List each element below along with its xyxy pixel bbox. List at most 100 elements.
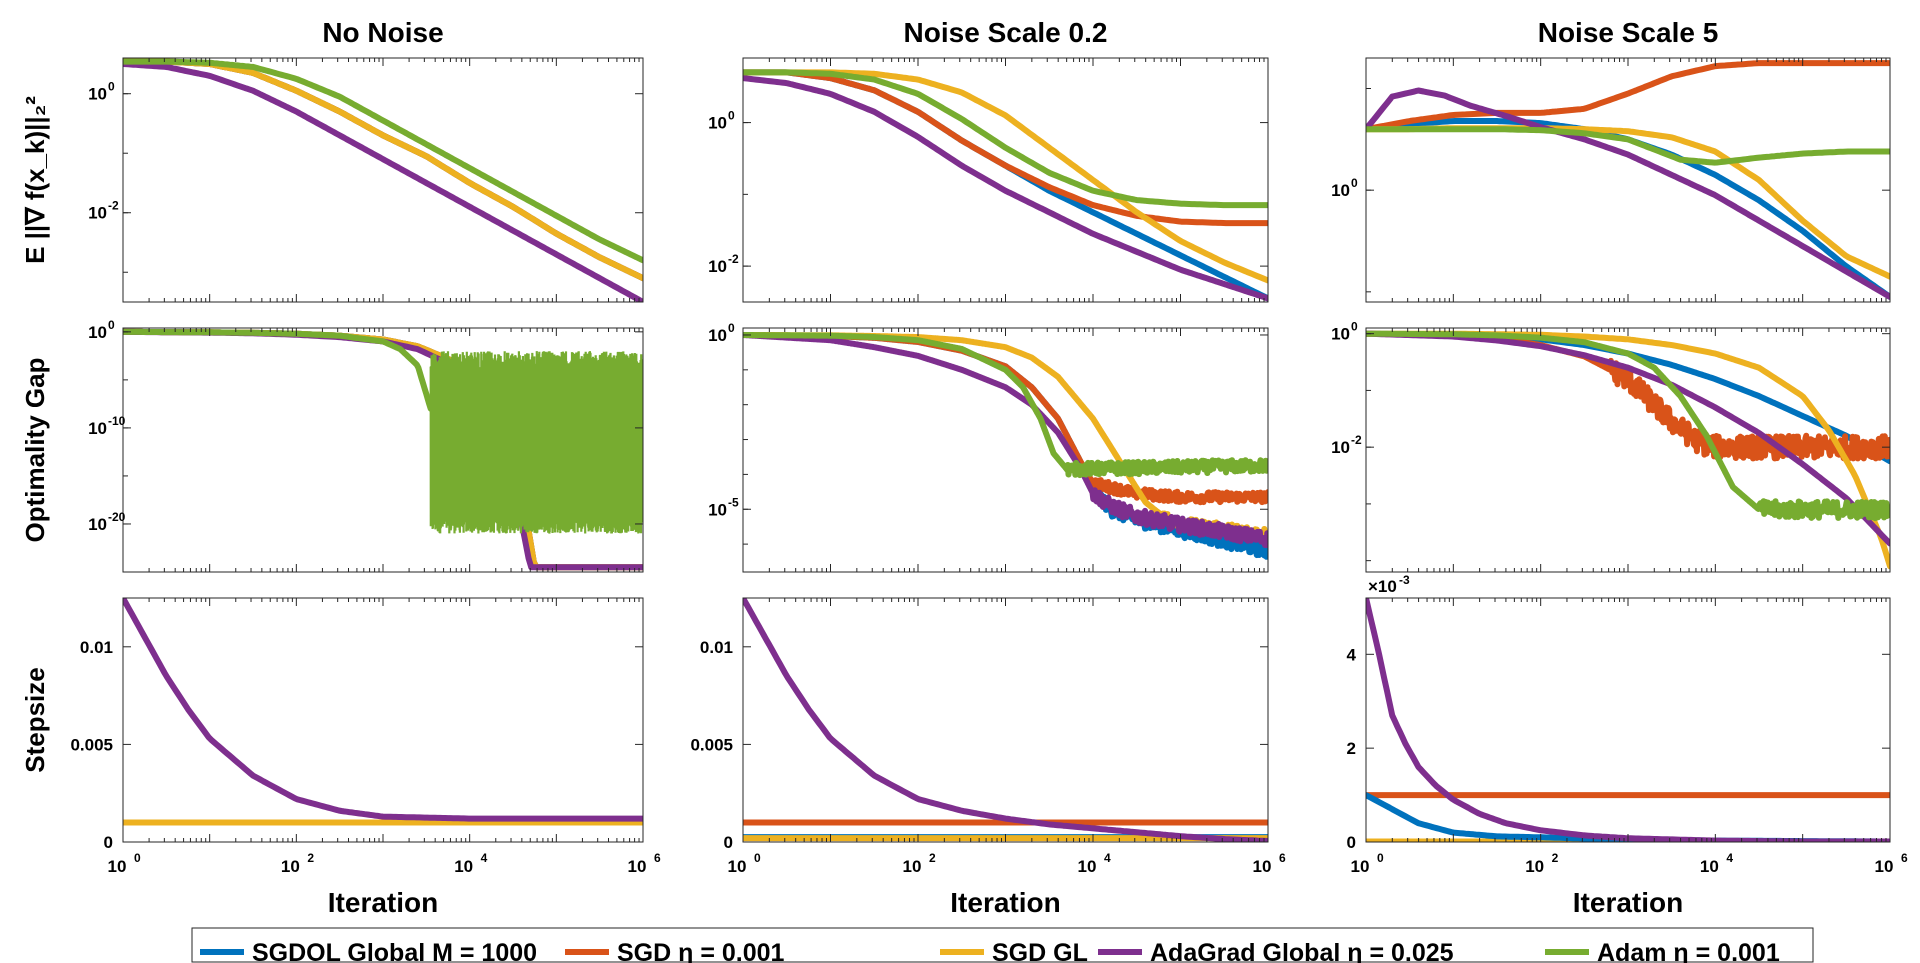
y-tick-exponent: -20: [108, 510, 126, 524]
series-line-sgdol: [123, 58, 643, 282]
series-line-adagrad: [743, 75, 1268, 302]
y-tick-label: 0.01: [700, 638, 733, 657]
series-line-sgdol: [1366, 118, 1890, 300]
y-tick-exponent: -10: [108, 414, 126, 428]
series-noise-adam: [429, 351, 643, 534]
series-line-adagrad: [743, 332, 1268, 548]
y-tick-label: 10: [88, 85, 107, 104]
series-group: [123, 58, 643, 302]
series-line-adam: [123, 328, 434, 412]
y-tick-label: 0.005: [690, 735, 733, 754]
row-label: Stepsize: [20, 667, 50, 773]
y-tick-label: 0.005: [70, 735, 113, 754]
series-group: [743, 598, 1268, 842]
y-tick-label: 10: [88, 323, 107, 342]
y-tick-label: 0: [104, 833, 113, 852]
series-line-adagrad: [123, 61, 643, 302]
y-tick-label: 10: [708, 500, 727, 519]
y-tick-exponent: 0: [1351, 320, 1358, 334]
series-line-adam: [743, 332, 1268, 479]
y-tick-label: 10: [1331, 325, 1350, 344]
series-line-sgd: [743, 332, 1268, 506]
series-group: [1366, 60, 1890, 300]
panel-r2-c1: 10 0 10 2 10 4 10 6 0 0.005 0.01: [690, 597, 1286, 876]
x-tick-exponent: 6: [1901, 851, 1908, 865]
y-tick-label: 10: [708, 257, 727, 276]
x-tick-label: 10: [728, 857, 747, 876]
y-tick-label: 10: [88, 419, 107, 438]
axes-frame: [122, 597, 644, 843]
column-title: Noise Scale 0.2: [904, 17, 1108, 48]
y-tick-label: 10: [88, 515, 107, 534]
series-group: [1366, 598, 1890, 842]
y-tick-label: 4: [1347, 645, 1357, 664]
legend-label-sgdgl: SGD GL: [992, 939, 1088, 963]
series-group: [743, 332, 1268, 560]
y-tick-exponent: 0: [728, 321, 735, 335]
x-tick-exponent: 0: [754, 851, 761, 865]
column-title: No Noise: [322, 17, 443, 48]
x-axis-label: Iteration: [1573, 887, 1683, 918]
series-line-sgdgl: [743, 69, 1268, 284]
row-labels: E ||∇ f(x_k)||₂² Optimality Gap Stepsize: [20, 96, 50, 773]
x-tick-label: 10: [1875, 857, 1894, 876]
y-axis-multiplier: ×10: [1368, 577, 1397, 596]
series-line-adagrad: [743, 598, 1268, 842]
legend-label-sgd: SGD η = 0.001: [617, 939, 785, 963]
x-tick-exponent: 4: [1104, 851, 1111, 865]
panel-r0-c2: 10 0: [1331, 57, 1891, 303]
x-tick-label: 10: [1078, 857, 1097, 876]
x-axis-label: Iteration: [950, 887, 1060, 918]
x-tick-exponent: 6: [1279, 851, 1286, 865]
series-group: [1366, 330, 1890, 570]
x-tick-label: 10: [1700, 857, 1719, 876]
y-tick-label: 10: [1331, 438, 1350, 457]
panel-r1-c1: 10 010 -5: [708, 321, 1269, 573]
x-tick-label: 10: [903, 857, 922, 876]
x-tick-exponent: 0: [1377, 851, 1384, 865]
x-tick-label: 10: [281, 857, 300, 876]
legend-box: [191, 927, 1814, 963]
x-tick-exponent: 2: [929, 851, 936, 865]
row-label: Optimality Gap: [20, 358, 50, 543]
x-tick-exponent: 6: [654, 851, 661, 865]
x-tick-label: 10: [628, 857, 647, 876]
series-line-sgd: [123, 58, 643, 282]
series-group: [743, 69, 1268, 302]
series-line-sgdgl: [123, 58, 643, 282]
x-tick-exponent: 4: [1726, 851, 1733, 865]
series-line-adam: [743, 69, 1268, 209]
column-titles: No Noise Noise Scale 0.2 Noise Scale 5: [322, 17, 1718, 48]
y-tick-label: 2: [1347, 739, 1356, 758]
x-tick-exponent: 4: [481, 851, 488, 865]
x-tick-exponent: 0: [134, 851, 141, 865]
legend-label-sgdol: SGDOL Global M = 1000: [252, 939, 537, 963]
series-line-adam: [1366, 330, 1890, 522]
y-tick-exponent: -2: [728, 252, 739, 266]
y-tick-exponent: -5: [728, 495, 739, 509]
column-title: Noise Scale 5: [1538, 17, 1719, 48]
y-tick-exponent: -2: [1351, 433, 1362, 447]
x-tick-exponent: 2: [1552, 851, 1559, 865]
series-line-adagrad: [1366, 87, 1890, 300]
y-tick-exponent: 0: [728, 109, 735, 123]
x-axis-labels: Iteration Iteration Iteration: [328, 887, 1683, 918]
legend-label-adagrad: AdaGrad Global η = 0.025: [1150, 939, 1454, 963]
y-tick-exponent: 0: [108, 80, 115, 94]
x-tick-label: 10: [1525, 857, 1544, 876]
y-tick-label: 10: [1331, 181, 1350, 200]
x-tick-exponent: 2: [307, 851, 314, 865]
series-line-sgdol: [743, 69, 1268, 302]
axes-frame: [122, 57, 644, 303]
axes-frame: [1365, 597, 1891, 843]
y-tick-exponent: 0: [1351, 176, 1358, 190]
y-tick-label: 0: [724, 833, 733, 852]
series-group: [123, 598, 643, 826]
legend: SGDOL Global M = 1000 SGD η = 0.001 SGD GL…: [191, 927, 1814, 963]
y-tick-label: 10: [708, 114, 727, 133]
y-axis-multiplier-exponent: -3: [1399, 573, 1410, 587]
